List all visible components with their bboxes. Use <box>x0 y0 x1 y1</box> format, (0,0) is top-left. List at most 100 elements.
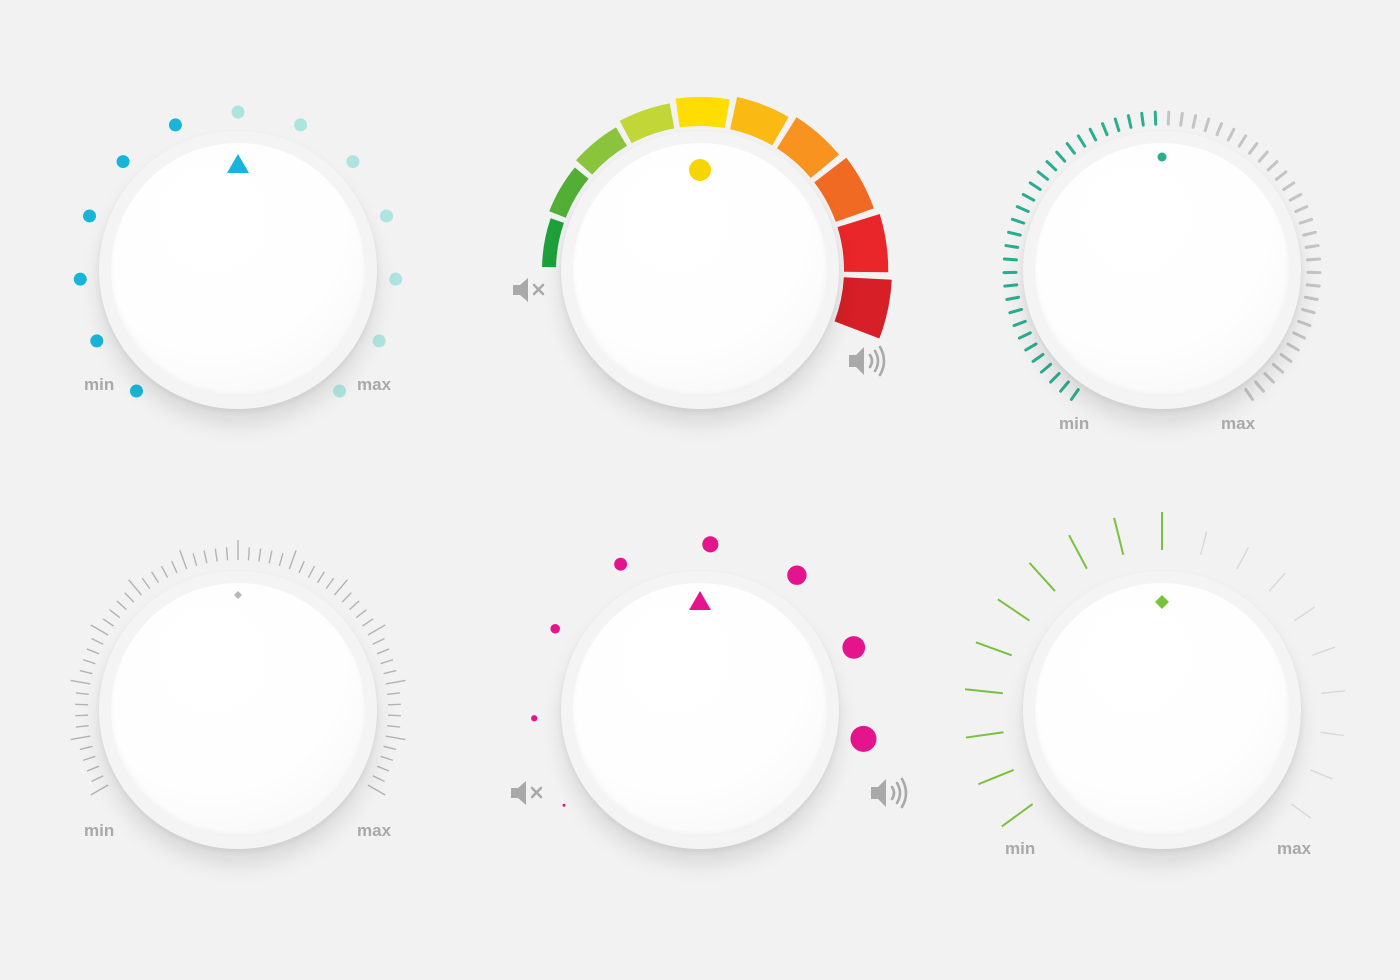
scale-tick <box>349 600 360 611</box>
scale-tick <box>1257 150 1269 163</box>
scale-tick <box>128 579 143 596</box>
scale-tick <box>75 692 89 696</box>
scale-tick <box>1237 134 1248 148</box>
knob-green-lines-scale <box>964 512 1346 828</box>
speaker-mute-icon[interactable] <box>508 778 548 808</box>
knob-teal-ticks-dial[interactable] <box>1035 143 1289 397</box>
scale-tick <box>1076 134 1087 148</box>
scale-dot <box>389 272 403 286</box>
scale-tick <box>1286 342 1300 352</box>
scale-dot <box>73 272 87 286</box>
level-segment <box>776 117 840 179</box>
scale-line <box>964 688 1003 695</box>
scale-tick <box>316 571 325 584</box>
scale-tick <box>1140 111 1145 127</box>
scale-tick <box>1298 217 1314 225</box>
scale-dot <box>531 715 538 722</box>
scale-tick <box>361 618 374 627</box>
knob-gray-ticks-pointer <box>234 591 242 599</box>
knob-cyan-dots-dial[interactable] <box>111 143 365 397</box>
scale-dot <box>83 209 97 223</box>
min-label: min <box>84 375 115 394</box>
scale-tick <box>333 579 348 596</box>
scale-tick <box>124 592 135 603</box>
scale-tick <box>1215 122 1223 137</box>
scale-tick <box>1266 160 1279 172</box>
scale-tick <box>380 755 394 762</box>
scale-tick <box>380 658 394 665</box>
scale-tick <box>91 775 104 783</box>
scale-tick <box>1015 205 1030 213</box>
scale-dot <box>562 803 566 807</box>
scale-line <box>1294 606 1315 622</box>
scale-tick <box>372 637 385 645</box>
scale-dot <box>372 334 386 348</box>
scale-tick <box>1203 117 1211 133</box>
scale-tick <box>141 577 151 590</box>
scale-dot <box>550 624 561 634</box>
level-segment <box>576 127 627 175</box>
max-label: max <box>1277 839 1312 858</box>
scale-line <box>978 769 1015 786</box>
knob-rainbow-segments-dial[interactable] <box>573 143 827 397</box>
scale-tick <box>383 669 397 675</box>
scale-tick <box>1226 127 1236 142</box>
scale-line <box>997 598 1030 622</box>
scale-tick <box>385 735 406 741</box>
diamond-pointer-icon <box>234 591 242 599</box>
scale-tick <box>192 553 198 567</box>
scale-tick <box>268 550 273 564</box>
scale-tick <box>171 560 178 574</box>
scale-dot <box>842 636 866 659</box>
speaker-mute-icon[interactable] <box>510 275 550 305</box>
scale-tick <box>225 547 229 561</box>
scale-dot <box>294 118 308 132</box>
scale-tick <box>1069 388 1080 401</box>
knob-rainbow-segments-pointer <box>689 159 711 181</box>
speaker-volume-icon[interactable] <box>846 343 890 379</box>
speaker-volume-icon[interactable] <box>868 775 912 811</box>
scale-tick <box>307 565 316 578</box>
scale-tick <box>341 592 352 603</box>
scale-tick <box>79 669 93 675</box>
level-segment <box>837 214 889 273</box>
knob-cyan-dots-pointer <box>227 154 249 173</box>
knob-pink-dots <box>466 490 934 980</box>
scale-tick <box>86 765 100 772</box>
scale-tick <box>367 784 386 796</box>
scale-line <box>1268 572 1286 592</box>
scale-tick <box>1008 307 1023 315</box>
scale-tick <box>1297 319 1312 328</box>
scale-tick <box>355 609 367 619</box>
scale-tick <box>1294 205 1309 213</box>
scale-tick <box>1191 114 1198 129</box>
scale-line <box>1001 803 1034 828</box>
scale-line <box>1236 547 1250 570</box>
scale-dot <box>116 155 130 169</box>
knob-rainbow-segments-scale <box>542 96 892 339</box>
dot-pointer-icon <box>1157 152 1167 162</box>
scale-tick <box>1045 160 1058 172</box>
scale-dot <box>379 209 393 223</box>
scale-tick <box>376 765 390 772</box>
knob-gray-ticks-dial[interactable] <box>111 583 365 837</box>
scale-dot <box>614 557 628 571</box>
scale-tick <box>1049 372 1061 384</box>
scale-line <box>1068 534 1088 570</box>
scale-tick <box>1065 142 1076 155</box>
knob-pink-dots-dial[interactable] <box>573 583 827 837</box>
scale-dot <box>850 725 877 752</box>
knob-cyan-dots: min max <box>0 0 466 490</box>
knob-cyan-dots-scale <box>73 105 403 398</box>
scale-dot <box>231 105 245 119</box>
knob-green-lines-dial[interactable] <box>1035 583 1289 837</box>
scale-tick <box>1031 352 1045 363</box>
scale-tick <box>1055 150 1067 163</box>
triangle-pointer-icon <box>227 154 249 173</box>
knob-pink-dots-pointer <box>689 591 711 610</box>
scale-tick <box>1179 111 1184 127</box>
scale-tick <box>1305 283 1321 288</box>
scale-tick <box>1303 295 1319 302</box>
max-label: max <box>357 821 392 840</box>
scale-line <box>975 641 1012 657</box>
